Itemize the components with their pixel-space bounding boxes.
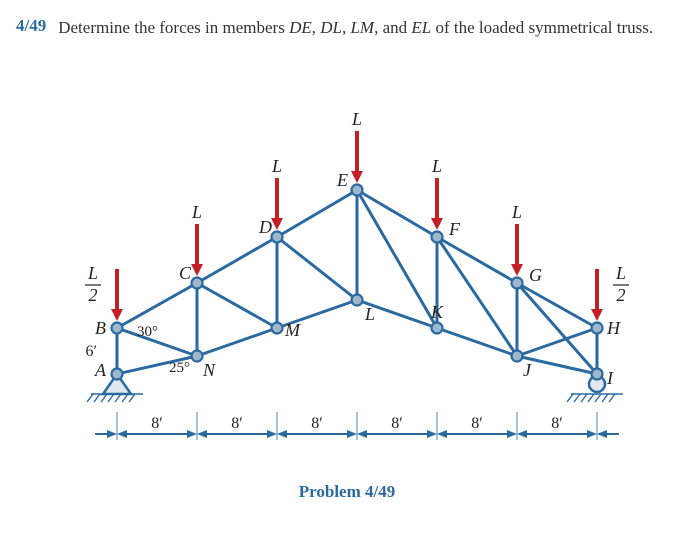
dim-arrowhead: [187, 430, 197, 438]
joint-label-j: J: [523, 360, 532, 380]
ground-hatch: [581, 394, 587, 402]
joint-k: [432, 322, 443, 333]
load-label: L: [191, 202, 202, 222]
dim-arrowhead: [517, 430, 527, 438]
joint-l: [352, 294, 363, 305]
dim-arrowhead: [107, 430, 117, 438]
dim-arrowhead: [197, 430, 207, 438]
dim-arrowhead: [587, 430, 597, 438]
joint-label-e: E: [336, 170, 348, 190]
height-label: 6′: [86, 343, 98, 360]
joint-i: [592, 368, 603, 379]
dim-arrowhead: [347, 430, 357, 438]
load-arrowhead: [271, 218, 283, 230]
load-arrowhead: [431, 218, 443, 230]
load-label: L: [511, 202, 522, 222]
problem-text-prefix: Determine the forces in members: [58, 18, 289, 37]
joint-label-h: H: [606, 318, 621, 338]
joint-d: [272, 231, 283, 242]
joint-n: [192, 350, 203, 361]
load-label: L: [271, 156, 282, 176]
ground-hatch: [595, 394, 601, 402]
dim-label: 8′: [231, 415, 243, 432]
dim-arrowhead: [277, 430, 287, 438]
joint-m: [272, 322, 283, 333]
ground-hatch: [94, 394, 100, 402]
problem-header: 4/49 Determine the forces in members DE,…: [16, 16, 678, 40]
joint-g: [512, 277, 523, 288]
dim-arrowhead: [597, 430, 607, 438]
joint-label-g: G: [529, 265, 542, 285]
load-label: 2: [617, 285, 626, 305]
truss-member: [517, 283, 597, 328]
load-label: L: [351, 109, 362, 129]
ground-hatch: [588, 394, 594, 402]
dim-arrowhead: [507, 430, 517, 438]
joint-h: [592, 322, 603, 333]
truss-member: [277, 190, 357, 237]
member-de: DE: [289, 18, 312, 37]
member-dl: DL: [320, 18, 342, 37]
dim-arrowhead: [117, 430, 127, 438]
problem-text-suffix: of the loaded symmetrical truss.: [435, 18, 653, 37]
angle-label: 25°: [169, 360, 190, 376]
dim-arrowhead: [357, 430, 367, 438]
joint-label-m: M: [284, 320, 301, 340]
truss-member: [197, 328, 277, 356]
dim-label: 8′: [471, 415, 483, 432]
ground-hatch: [567, 394, 573, 402]
problem-statement: Determine the forces in members DE, DL, …: [58, 16, 678, 40]
truss-member: [437, 237, 517, 356]
ground-hatch: [87, 394, 93, 402]
dim-label: 8′: [551, 415, 563, 432]
load-label: L: [615, 263, 626, 283]
joint-f: [432, 231, 443, 242]
dim-arrowhead: [267, 430, 277, 438]
load-label: L: [87, 263, 98, 283]
load-arrowhead: [191, 264, 203, 276]
dim-label: 8′: [391, 415, 403, 432]
joint-e: [352, 184, 363, 195]
load-arrowhead: [511, 264, 523, 276]
truss-member: [437, 328, 517, 356]
truss-member: [277, 237, 357, 300]
member-el: EL: [411, 18, 431, 37]
truss-member: [437, 237, 517, 283]
truss-member: [197, 237, 277, 283]
joint-b: [112, 322, 123, 333]
joint-label-n: N: [202, 360, 216, 380]
joint-c: [192, 277, 203, 288]
load-arrowhead: [111, 309, 123, 321]
problem-number: 4/49: [16, 16, 46, 36]
load-label: 2: [89, 285, 98, 305]
joint-a: [112, 368, 123, 379]
truss-member: [517, 328, 597, 356]
joint-label-i: I: [606, 368, 614, 388]
ground-hatch: [602, 394, 608, 402]
dim-arrowhead: [427, 430, 437, 438]
joint-label-d: D: [258, 217, 272, 237]
joint-label-c: C: [179, 263, 192, 283]
joint-label-l: L: [364, 304, 375, 324]
load-arrowhead: [351, 171, 363, 183]
joint-label-k: K: [430, 302, 444, 322]
dim-label: 8′: [311, 415, 323, 432]
member-lm: LM: [350, 18, 374, 37]
angle-label: 30°: [137, 324, 158, 340]
load-label: L: [431, 156, 442, 176]
truss-figure: ABCDEFGHIJKLMNL2LLLLLL230°25°6′8′8′8′8′8…: [57, 54, 637, 474]
dim-label: 8′: [151, 415, 163, 432]
truss-member: [117, 283, 197, 328]
joint-label-a: A: [94, 360, 107, 380]
dim-arrowhead: [437, 430, 447, 438]
joint-label-f: F: [448, 219, 461, 239]
joint-j: [512, 350, 523, 361]
truss-member: [197, 283, 277, 328]
figure-caption: Problem 4/49: [16, 482, 678, 502]
ground-hatch: [609, 394, 615, 402]
ground-hatch: [574, 394, 580, 402]
load-arrowhead: [591, 309, 603, 321]
joint-label-b: B: [95, 318, 106, 338]
